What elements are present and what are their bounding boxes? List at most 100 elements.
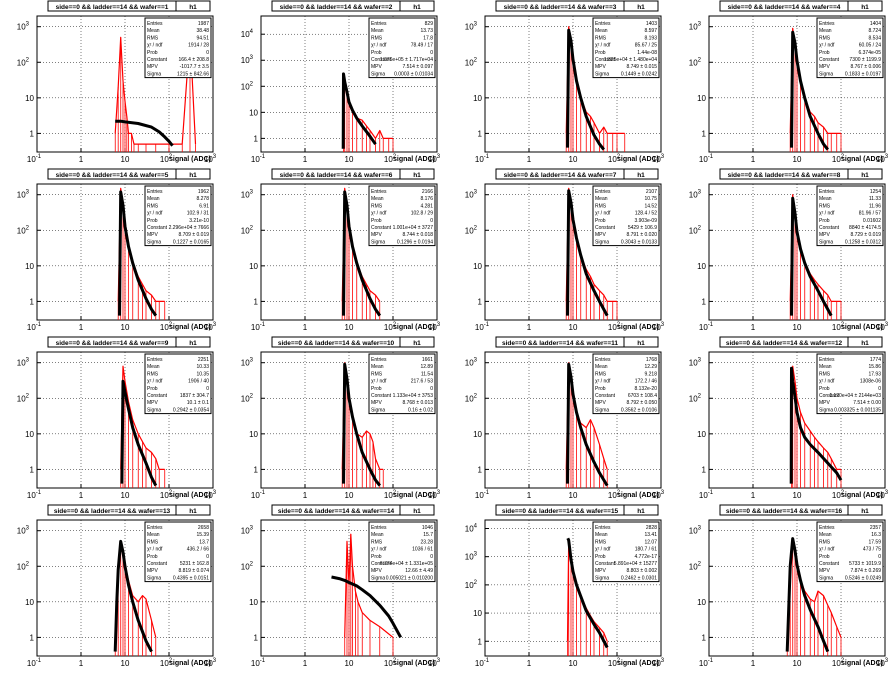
y-tick-label: 1 <box>30 465 35 474</box>
x-tick-exponent: 3 <box>213 658 217 664</box>
stats-label: Prob <box>371 50 382 56</box>
x-tick-label: 10-1 <box>27 322 42 332</box>
hist-name: h1 <box>861 4 869 11</box>
x-tick-exponent: 2 <box>841 322 845 328</box>
stats-value: 12.07 <box>644 539 657 545</box>
stats-value: 5.891e+04 ± 15277 <box>614 561 657 567</box>
x-tick-label: 1 <box>527 491 532 500</box>
stats-label: RMS <box>819 203 831 209</box>
y-tick-exponent: 3 <box>250 55 254 61</box>
x-tick-exponent: 2 <box>169 154 173 160</box>
stats-value: 13.73 <box>420 28 433 34</box>
stats-label: Prob <box>371 218 382 224</box>
y-tick-label: 1 <box>478 297 483 306</box>
stats-label: Constant <box>819 57 840 63</box>
fit-curve <box>342 190 382 317</box>
x-axis-label: signal (ADC) <box>169 660 211 667</box>
stats-value: 0.4395 ± 0.0151 <box>173 575 209 581</box>
y-tick-label: 10 <box>697 94 706 103</box>
x-axis-label: signal (ADC) <box>617 492 659 499</box>
stats-label: χ² / ndf <box>595 211 611 217</box>
stats-label: Constant <box>819 393 840 399</box>
y-tick-exponent: 2 <box>250 561 254 567</box>
x-tick-label: 1 <box>303 659 308 668</box>
x-axis-label: signal (ADC) <box>841 660 883 667</box>
y-tick-exponent: 2 <box>250 393 254 399</box>
hist-name: h1 <box>861 172 869 179</box>
x-tick-exponent: 2 <box>841 490 845 496</box>
x-tick-label: 102 <box>608 490 621 500</box>
stats-label: MPV <box>371 64 383 70</box>
stats-label: Mean <box>595 28 608 34</box>
x-tick-label: 10-1 <box>475 490 490 500</box>
y-tick-label: 102 <box>465 393 478 403</box>
stats-label: Mean <box>595 364 608 370</box>
y-tick-label: 103 <box>17 190 30 200</box>
stats-label: Sigma <box>819 71 833 77</box>
stats-label: Mean <box>147 364 160 370</box>
stats-value: 8.176 <box>420 196 433 202</box>
x-tick-exponent: -1 <box>36 322 42 328</box>
stats-value: 10.35 <box>196 371 209 377</box>
x-tick-exponent: 3 <box>661 322 665 328</box>
stats-label: χ² / ndf <box>819 211 835 217</box>
fit-curve <box>342 362 381 487</box>
stats-label: MPV <box>147 568 159 574</box>
x-tick-exponent: 3 <box>437 154 441 160</box>
y-tick-label: 103 <box>465 552 478 562</box>
stats-value: 0 <box>206 386 209 392</box>
x-axis-label: signal (ADC) <box>393 492 435 499</box>
stats-value: 60.05 / 24 <box>859 43 881 49</box>
x-tick-label: 1 <box>751 155 756 164</box>
hist-name: h1 <box>861 340 869 347</box>
panel-title: side==0 && ladder==14 && wafer==1 <box>56 4 169 11</box>
y-tick-label: 1 <box>702 465 707 474</box>
hist-name: h1 <box>413 4 421 11</box>
x-tick-label: 102 <box>160 658 173 668</box>
x-tick-exponent: 2 <box>617 490 621 496</box>
stats-label: Entries <box>147 357 163 363</box>
y-tick-exponent: 3 <box>698 22 702 28</box>
y-tick-exponent: 3 <box>698 526 702 532</box>
stats-value: 2357 <box>870 525 881 531</box>
stats-label: Mean <box>371 196 384 202</box>
x-tick-label: 10 <box>121 155 130 164</box>
x-tick-exponent: 2 <box>617 322 621 328</box>
stats-label: χ² / ndf <box>147 211 163 217</box>
x-tick-exponent: 3 <box>437 658 441 664</box>
stats-value: 6.774e+04 ± 1.331e+05 <box>380 561 433 567</box>
x-tick-label: 102 <box>160 322 173 332</box>
stats-value: 0.16 ± 0.02 <box>408 407 433 413</box>
x-tick-label: 102 <box>384 490 397 500</box>
stats-value: 0 <box>206 50 209 56</box>
stats-value: 2.296e+04 ± 7666 <box>169 225 210 231</box>
stats-label: Constant <box>371 225 392 231</box>
stats-label: Prob <box>147 554 158 560</box>
stats-value: 94.51 <box>196 35 209 41</box>
stats-value: 1962 <box>198 189 209 195</box>
stats-label: Entries <box>595 189 611 195</box>
stats-label: Constant <box>147 57 168 63</box>
fit-curve <box>566 189 609 317</box>
stats-value: 473 / 75 <box>863 547 881 553</box>
y-tick-label: 10 <box>25 262 34 271</box>
x-tick-exponent: 2 <box>841 154 845 160</box>
y-tick-label: 103 <box>465 190 478 200</box>
stats-value: 11.54 <box>421 371 433 377</box>
stats-label: Sigma <box>147 239 161 245</box>
stats-value: 16.3 <box>871 532 881 538</box>
x-tick-exponent: 2 <box>393 658 397 664</box>
y-tick-label: 10 <box>249 598 258 607</box>
stats-box <box>592 521 660 583</box>
stats-value: 8.803 ± 0.002 <box>626 568 657 574</box>
y-tick-exponent: 3 <box>250 190 254 196</box>
stats-value: 7300 ± 1199.9 <box>849 57 881 63</box>
hist-name-box <box>847 504 883 516</box>
x-tick-label: 102 <box>832 490 845 500</box>
x-tick-label: 10 <box>345 155 354 164</box>
x-tick-label: 10 <box>793 659 802 668</box>
panel-title: side==0 && ladder==14 && wafer==16 <box>726 508 843 515</box>
stats-label: χ² / ndf <box>595 43 611 49</box>
stats-label: Sigma <box>595 239 609 245</box>
